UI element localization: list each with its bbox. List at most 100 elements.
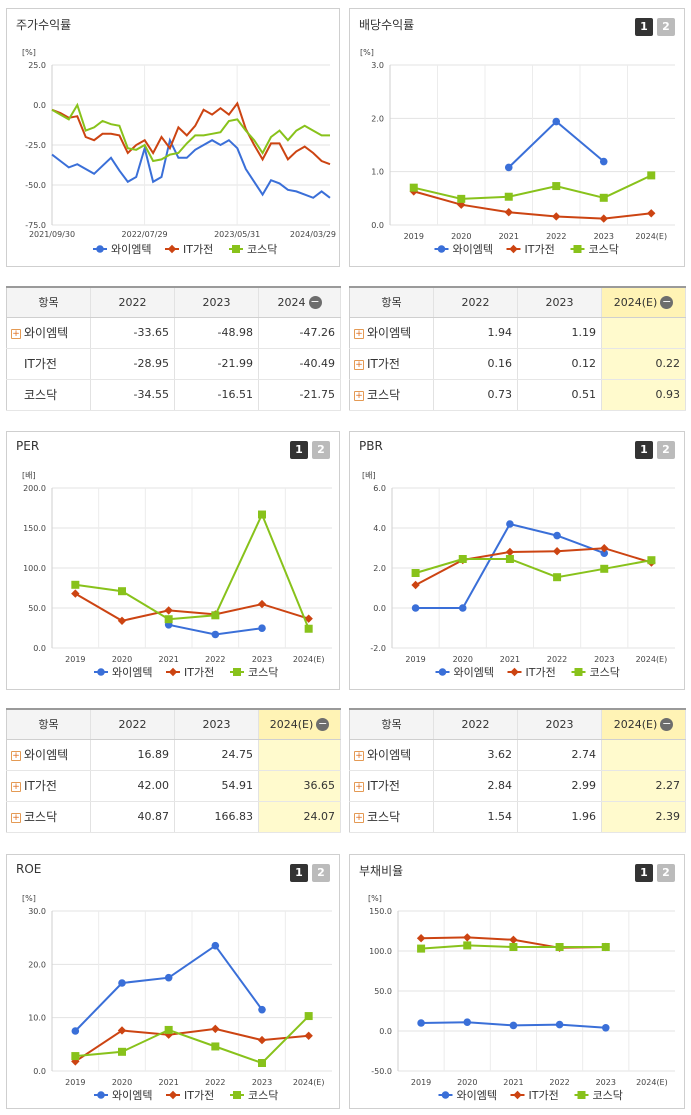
data-point: [211, 1042, 220, 1051]
x-tick-label: 2023: [594, 232, 614, 241]
data-point: [510, 667, 519, 677]
unit-label: [%]: [360, 48, 374, 57]
cell: 1.96: [517, 801, 602, 833]
data-point: [506, 520, 514, 528]
x-tick-label: 2019: [65, 1078, 85, 1087]
data-point: [96, 245, 104, 253]
pbr-chart: [배] 6.0 4.0 2.0 0.0 -2.0 2019 2020 2021 2022 2023 2…: [362, 471, 675, 679]
col-header-last: 2024−: [258, 287, 341, 318]
data-point: [257, 1035, 267, 1045]
collapse-icon[interactable]: −: [316, 717, 330, 731]
y-tick-label: 3.0: [371, 61, 384, 70]
tab-1-button[interactable]: 1: [635, 441, 653, 459]
cell: 42.00: [90, 770, 175, 802]
data-point: [211, 941, 220, 950]
tab-2-button[interactable]: 2: [312, 441, 330, 459]
y-tick-label: -2.0: [370, 644, 386, 653]
tab-1-button[interactable]: 1: [635, 864, 653, 882]
data-point: [458, 555, 467, 563]
cell: 1.19: [517, 317, 602, 349]
x-tick-label: 2022/07/29: [122, 230, 168, 239]
cell: 1.94: [433, 317, 518, 349]
table-row: + 코스닥 1.54 1.96 2.39: [349, 801, 686, 833]
cell: -47.26: [258, 317, 341, 349]
tab-1-button[interactable]: 1: [290, 864, 308, 882]
tab-1-button[interactable]: 1: [635, 18, 653, 36]
data-point: [411, 580, 420, 590]
unit-label: [배]: [22, 471, 36, 480]
data-point: [304, 1031, 313, 1040]
tab-2-button[interactable]: 2: [657, 864, 675, 882]
tab-2-button[interactable]: 2: [312, 864, 330, 882]
y-tick-label: 150.0: [369, 907, 392, 916]
tab-1-button[interactable]: 1: [290, 441, 308, 459]
expand-icon[interactable]: +: [354, 781, 364, 792]
data-point: [505, 547, 515, 557]
series-line: [74, 592, 309, 622]
col-header-last: 2024(E) −: [258, 709, 341, 740]
row-label: + 코스닥: [6, 801, 91, 833]
panel-title: PER: [16, 439, 40, 453]
expand-icon[interactable]: +: [11, 328, 21, 339]
col-header-last: 2024(E) −: [601, 709, 686, 740]
data-point: [417, 1019, 425, 1027]
panel-title: 배당수익률: [359, 18, 415, 32]
cell: [601, 317, 686, 349]
expand-icon[interactable]: +: [11, 781, 21, 792]
row-name: IT가전: [24, 357, 57, 371]
cell: 24.07: [258, 801, 341, 833]
collapse-icon[interactable]: −: [308, 295, 322, 309]
data-point: [513, 1090, 522, 1100]
panel-title: ROE: [16, 862, 42, 876]
data-point: [555, 1020, 564, 1029]
y-tick-label: -25.0: [25, 141, 46, 150]
cell: 40.87: [90, 801, 175, 833]
legend-label: IT가전: [183, 243, 213, 256]
data-point: [600, 544, 609, 553]
expand-icon[interactable]: +: [354, 750, 364, 761]
y-tick-label: 0.0: [33, 1067, 46, 1076]
expand-icon[interactable]: +: [354, 812, 364, 823]
row-name: IT가전: [367, 357, 400, 371]
y-tick-label: 20.0: [28, 960, 46, 969]
data-point: [505, 555, 514, 563]
cell: -34.55: [90, 379, 175, 411]
data-point: [118, 1047, 126, 1056]
data-point: [457, 194, 466, 203]
data-point: [509, 1021, 518, 1030]
data-point: [117, 1026, 127, 1035]
collapse-icon[interactable]: −: [660, 295, 674, 309]
y-tick-label: 6.0: [373, 484, 386, 493]
row-label: + 와이엠텍: [349, 317, 434, 349]
row-label: + 와이엠텍: [349, 739, 434, 771]
tab-2-button[interactable]: 2: [657, 18, 675, 36]
y-tick-label: 10.0: [28, 1014, 46, 1023]
col-header: 2024(E): [613, 717, 658, 731]
legend-label: 코스닥: [590, 666, 620, 679]
col-header: 2023: [517, 709, 602, 740]
expand-icon[interactable]: +: [354, 328, 364, 339]
row-label: + IT가전: [349, 348, 434, 380]
data-point: [164, 615, 173, 624]
expand-icon[interactable]: +: [354, 390, 364, 401]
x-tick-label: 2023: [252, 1078, 272, 1087]
row-label: 코스닥: [6, 379, 91, 411]
data-point: [304, 1012, 313, 1021]
expand-icon[interactable]: +: [354, 359, 364, 370]
table-row: + IT가전 2.84 2.99 2.27: [349, 770, 686, 802]
y-tick-label: 25.0: [28, 61, 46, 70]
data-point: [257, 599, 267, 609]
collapse-icon[interactable]: −: [660, 717, 674, 731]
data-point: [168, 1090, 178, 1100]
data-point: [509, 943, 518, 951]
unit-label: [%]: [22, 894, 36, 903]
stock-return-table: 항목 2022 2023 2024− + 와이엠텍 -33.65 -48.98 -47.…: [6, 286, 341, 411]
expand-icon[interactable]: +: [11, 812, 21, 823]
cell: 166.83: [174, 801, 259, 833]
expand-icon[interactable]: +: [11, 750, 21, 761]
series-line: [415, 558, 652, 579]
tab-2-button[interactable]: 2: [657, 441, 675, 459]
